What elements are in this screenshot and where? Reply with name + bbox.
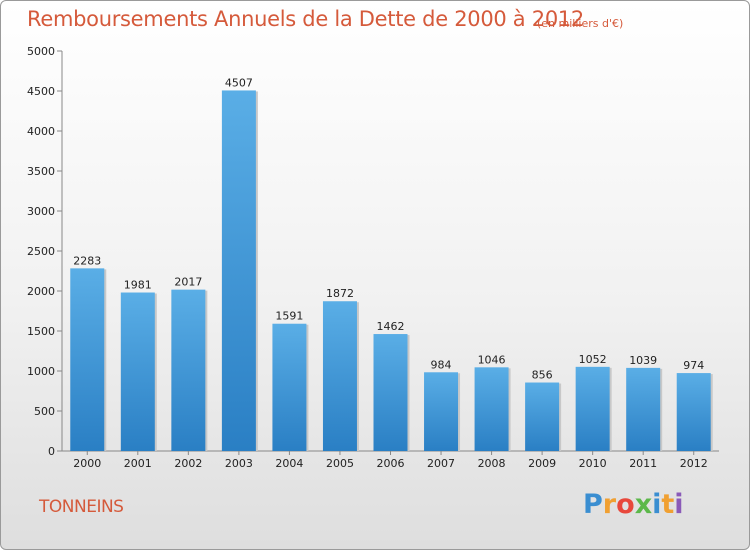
- bar-2009: [525, 382, 560, 451]
- y-tick-label: 2000: [27, 285, 55, 298]
- logo-letter: t: [661, 489, 675, 520]
- value-label-2000: 2283: [73, 254, 101, 267]
- bar-2002: [171, 289, 206, 451]
- bar-2012: [676, 373, 711, 451]
- bar-2007: [424, 372, 459, 451]
- value-label-2012: 974: [683, 359, 704, 372]
- logo-letter: o: [616, 489, 635, 520]
- chart-title: Remboursements Annuels de la Dette de 20…: [27, 7, 584, 31]
- x-tick-label: 2003: [225, 457, 253, 470]
- value-label-2011: 1039: [629, 354, 657, 367]
- value-label-2007: 984: [431, 358, 452, 371]
- value-label-2001: 1981: [124, 279, 152, 292]
- bar-2005: [322, 301, 357, 451]
- city-name: TONNEINS: [39, 497, 124, 517]
- proxiti-logo: Proxiti: [583, 489, 684, 520]
- y-tick-label: 3500: [27, 165, 55, 178]
- logo-letter: r: [602, 489, 617, 520]
- x-tick-label: 2005: [326, 457, 354, 470]
- x-tick-label: 2012: [680, 457, 708, 470]
- y-tick-label: 1000: [27, 365, 55, 378]
- axes: 0 500 1000 1500 2000 2500 3000 3500 4000 4500 5000…: [27, 45, 719, 470]
- y-tick-label: 4500: [27, 85, 55, 98]
- bar-2000: [70, 268, 105, 451]
- logo-letter: P: [583, 489, 603, 520]
- bar-2001: [120, 292, 155, 451]
- logo-letter: i: [674, 489, 684, 520]
- y-tick-label: 2500: [27, 245, 55, 258]
- bar-2010: [575, 366, 610, 451]
- logo-letter: i: [652, 489, 662, 520]
- x-tick-label: 2007: [427, 457, 455, 470]
- bar-2003: [221, 90, 256, 451]
- value-label-2009: 856: [532, 369, 553, 382]
- x-tick-label: 2002: [174, 457, 202, 470]
- y-tick-label: 3000: [27, 205, 55, 218]
- x-tick-label: 2004: [275, 457, 303, 470]
- x-tick-label: 2011: [629, 457, 657, 470]
- x-tick-label: 2000: [73, 457, 101, 470]
- bars: [70, 90, 713, 451]
- value-label-2008: 1046: [478, 353, 506, 366]
- bar-2011: [626, 367, 661, 451]
- value-label-2003: 4507: [225, 76, 253, 89]
- x-tick-label: 2008: [478, 457, 506, 470]
- y-tick-label: 1500: [27, 325, 55, 338]
- y-tick-label: 500: [34, 405, 55, 418]
- value-label-2010: 1052: [579, 353, 607, 366]
- value-label-2005: 1872: [326, 287, 354, 300]
- x-tick-label: 2006: [377, 457, 405, 470]
- value-label-2006: 1462: [377, 320, 405, 333]
- bar-2008: [474, 367, 509, 451]
- x-tick-label: 2001: [124, 457, 152, 470]
- x-tick-label: 2009: [528, 457, 556, 470]
- unit-note: (en milliers d'€): [537, 17, 624, 30]
- bar-2006: [373, 334, 408, 451]
- value-label-2002: 2017: [174, 276, 202, 289]
- y-tick-label: 4000: [27, 125, 55, 138]
- logo-letter: x: [634, 489, 653, 520]
- data-labels: 2283 1981 2017 4507 1591 1872 1462 984 1046 856 10…: [73, 76, 704, 381]
- y-tick-label: 5000: [27, 45, 55, 58]
- value-label-2004: 1591: [275, 310, 303, 323]
- x-tick-label: 2010: [579, 457, 607, 470]
- bar-2004: [272, 323, 307, 451]
- y-tick-label: 0: [48, 445, 55, 458]
